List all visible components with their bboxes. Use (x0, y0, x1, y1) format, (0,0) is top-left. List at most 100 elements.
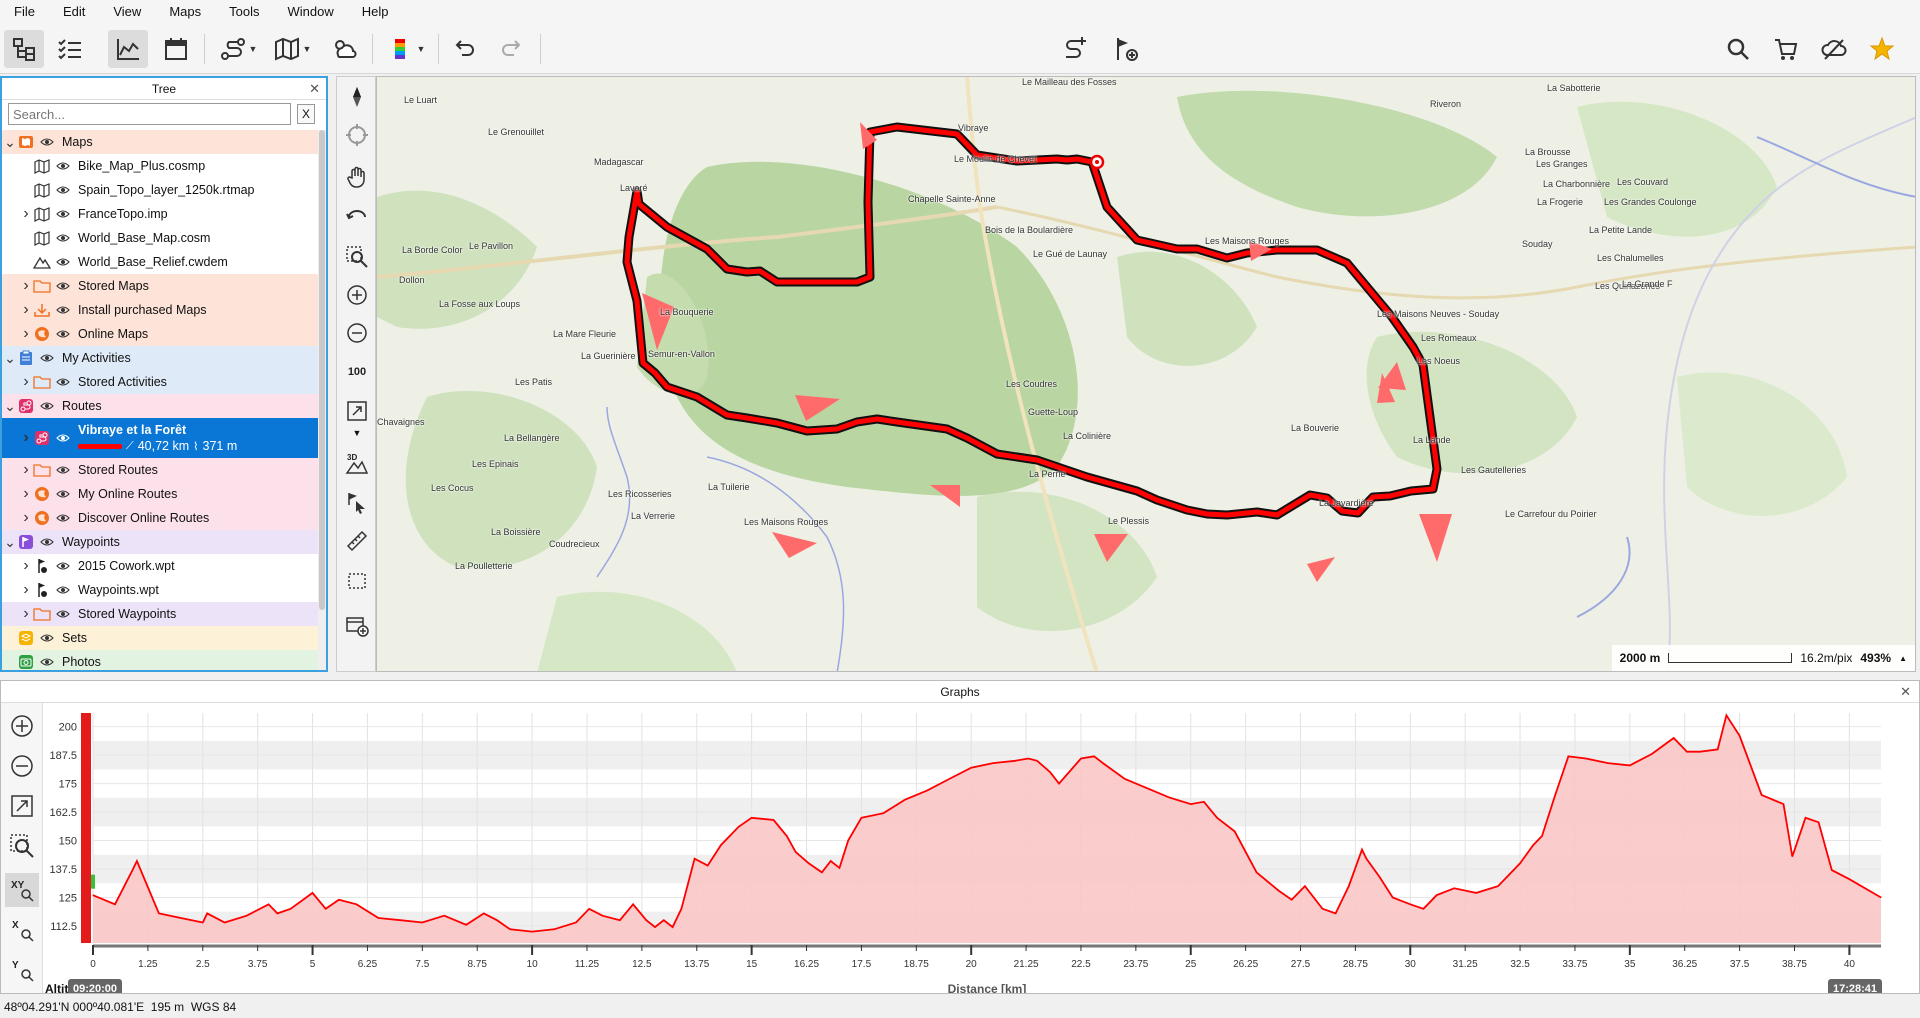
sync-button[interactable] (1814, 30, 1854, 68)
favorites-button[interactable] (1862, 30, 1902, 68)
eye-icon[interactable] (38, 353, 56, 363)
tree-item-maps[interactable]: ⌄ Maps (2, 130, 318, 154)
graph-zoom-x-button[interactable]: X (5, 913, 39, 947)
weather-button[interactable] (324, 30, 364, 68)
tree-item-install-purchased-maps[interactable]: › Install purchased Maps (2, 298, 318, 322)
redo-button[interactable] (492, 30, 532, 68)
eye-icon[interactable] (54, 377, 72, 387)
chevron-right-icon[interactable]: › (23, 205, 29, 222)
eye-icon[interactable] (38, 401, 56, 411)
eye-icon[interactable] (54, 233, 72, 243)
eye-icon[interactable] (54, 433, 72, 443)
chevron-down-icon[interactable]: ▼ (352, 428, 362, 438)
eye-icon[interactable] (54, 257, 72, 267)
menu-window[interactable]: Window (287, 4, 334, 19)
chevron-down-icon[interactable]: ⌄ (4, 397, 16, 414)
eye-icon[interactable] (54, 161, 72, 171)
graphs-button[interactable] (108, 30, 148, 68)
tree-item-vibraye-et-la-for-t[interactable]: › Vibraye et la Forêt ⟋ 40,72 km ⌇ 371 m (2, 418, 318, 458)
select-area-button[interactable] (341, 565, 373, 597)
chevron-right-icon[interactable]: › (23, 301, 29, 318)
maps-menu-button[interactable]: ▼ (268, 30, 316, 68)
locate-button[interactable] (341, 119, 373, 151)
tree-item-world-base-map-cosm[interactable]: World_Base_Map.cosm (2, 226, 318, 250)
tree-item-stored-activities[interactable]: › Stored Activities (2, 370, 318, 394)
tree-view-button[interactable] (4, 30, 44, 68)
elevation-chart[interactable]: 0 1.25 2.5 3.75 5 6.25 7.5 8.75 10 11.25 12.5 13.75… (43, 703, 1919, 993)
pan-button[interactable] (341, 161, 373, 193)
clear-search-button[interactable]: X (297, 104, 315, 124)
tree-item-routes[interactable]: ⌄ Routes (2, 394, 318, 418)
tree-item-spain-topo-layer-1250k-rtmap[interactable]: Spain_Topo_layer_1250k.rtmap (2, 178, 318, 202)
graph-zoom-out-button[interactable] (5, 749, 39, 783)
close-icon[interactable]: ✕ (309, 81, 320, 96)
eye-icon[interactable] (54, 489, 72, 499)
zoom-fit-button[interactable] (341, 395, 373, 427)
zoom-area-button[interactable] (341, 241, 373, 273)
chevron-down-icon[interactable]: ⌄ (4, 533, 16, 550)
menu-maps[interactable]: Maps (169, 4, 202, 19)
chevron-up-icon[interactable]: ▲ (1899, 653, 1907, 663)
menu-file[interactable]: File (14, 4, 35, 19)
add-map-button[interactable] (341, 609, 373, 641)
tree-item-waypoints[interactable]: ⌄ Waypoints (2, 530, 318, 554)
eye-icon[interactable] (54, 185, 72, 195)
graph-fit-button[interactable] (5, 789, 39, 823)
eye-icon[interactable] (38, 537, 56, 547)
tree-item-discover-online-routes[interactable]: › Discover Online Routes (2, 506, 318, 530)
eye-icon[interactable] (54, 281, 72, 291)
search-input[interactable] (8, 103, 291, 125)
zoom-in-button[interactable] (341, 279, 373, 311)
chevron-right-icon[interactable]: › (23, 325, 29, 342)
eye-icon[interactable] (54, 561, 72, 571)
tree-item-my-online-routes[interactable]: › My Online Routes (2, 482, 318, 506)
eye-icon[interactable] (54, 513, 72, 523)
chevron-right-icon[interactable]: › (23, 605, 29, 622)
map-view[interactable]: Le Grenouillet Le Luart Madagascar Lavaré Vi… (376, 76, 1916, 672)
graph-zoom-area-button[interactable] (5, 829, 39, 863)
chevron-right-icon[interactable]: › (23, 557, 29, 574)
tree-item-online-maps[interactable]: › Online Maps (2, 322, 318, 346)
chevron-right-icon[interactable]: › (23, 581, 29, 598)
graph-zoom-xy-button[interactable]: XY (5, 873, 39, 907)
scrollbar-thumb[interactable] (319, 130, 325, 610)
measure-button[interactable] (341, 525, 373, 557)
chevron-down-icon[interactable]: ⌄ (4, 133, 16, 150)
route-track[interactable] (624, 124, 1440, 518)
search-button[interactable] (1718, 30, 1758, 68)
zoom-100-button[interactable]: 100 (341, 355, 373, 387)
map-canvas[interactable] (377, 77, 1916, 672)
select-tool-button[interactable] (341, 487, 373, 519)
chevron-down-icon[interactable]: ⌄ (4, 349, 16, 366)
tree-item-sets[interactable]: Sets (2, 626, 318, 650)
chevron-right-icon[interactable]: › (23, 429, 29, 446)
tree-item-stored-maps[interactable]: › Stored Maps (2, 274, 318, 298)
graph-zoom-y-button[interactable]: Y (5, 953, 39, 987)
tree-scrollbar[interactable] (318, 130, 326, 670)
chevron-right-icon[interactable]: › (23, 277, 29, 294)
chevron-right-icon[interactable]: › (23, 485, 29, 502)
rotate-button[interactable] (341, 199, 373, 231)
undo-button[interactable] (444, 30, 484, 68)
add-waypoint-button[interactable] (1106, 30, 1146, 68)
graph-zoom-in-button[interactable] (5, 709, 39, 743)
tree-item-waypoints-wpt[interactable]: › Waypoints.wpt (2, 578, 318, 602)
tree-item-my-activities[interactable]: ⌄ My Activities (2, 346, 318, 370)
tree-item-world-base-relief-cwdem[interactable]: World_Base_Relief.cwdem (2, 250, 318, 274)
chevron-right-icon[interactable]: › (23, 373, 29, 390)
eye-icon[interactable] (54, 329, 72, 339)
eye-icon[interactable] (54, 609, 72, 619)
chevron-right-icon[interactable]: › (23, 461, 29, 478)
store-button[interactable] (1766, 30, 1806, 68)
tree-item-francetopo-imp[interactable]: › FranceTopo.imp (2, 202, 318, 226)
close-icon[interactable]: ✕ (1900, 684, 1911, 699)
compass-button[interactable] (341, 81, 373, 113)
route-tools-button[interactable]: ▼ (214, 30, 262, 68)
eye-icon[interactable] (54, 465, 72, 475)
tree-item-photos[interactable]: Photos (2, 650, 318, 670)
menu-help[interactable]: Help (361, 4, 389, 19)
eye-icon[interactable] (38, 657, 56, 667)
eye-icon[interactable] (54, 305, 72, 315)
checklist-button[interactable] (50, 30, 90, 68)
eye-icon[interactable] (38, 137, 56, 147)
